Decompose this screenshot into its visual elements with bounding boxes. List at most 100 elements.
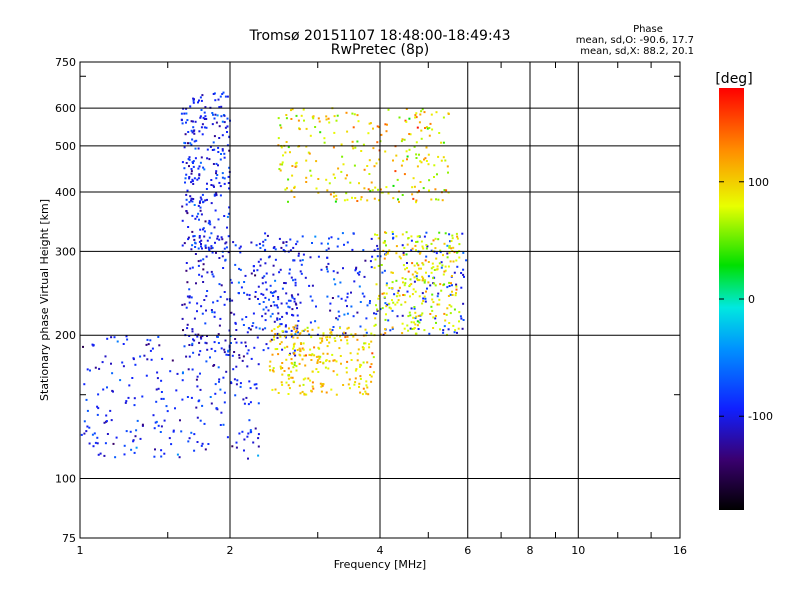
data-point: [203, 230, 206, 233]
data-point: [422, 277, 425, 280]
data-point: [416, 240, 419, 243]
data-point: [349, 181, 352, 184]
data-point: [222, 91, 225, 94]
data-point: [309, 134, 312, 137]
data-point: [420, 267, 422, 270]
data-point: [149, 339, 152, 342]
data-point: [274, 388, 277, 391]
data-point: [418, 321, 421, 324]
data-point: [129, 430, 132, 433]
data-point: [280, 367, 282, 370]
data-point: [282, 154, 284, 157]
data-point: [325, 265, 328, 268]
data-point: [285, 381, 288, 384]
data-point: [214, 209, 217, 212]
data-point: [365, 392, 368, 395]
data-point: [269, 284, 272, 287]
data-point: [329, 328, 332, 331]
data-point: [288, 272, 291, 275]
data-point: [155, 400, 158, 403]
data-point: [221, 238, 224, 241]
data-point: [285, 324, 287, 327]
data-point: [191, 342, 194, 345]
data-point: [252, 312, 255, 315]
data-point: [281, 161, 284, 164]
data-point: [309, 321, 312, 324]
data-point: [243, 281, 246, 283]
data-point: [243, 438, 246, 441]
data-point: [283, 346, 286, 349]
data-point: [85, 398, 88, 401]
data-point: [246, 435, 249, 438]
data-point: [359, 325, 362, 328]
data-point: [325, 115, 328, 118]
data-point: [206, 271, 209, 274]
data-point: [214, 392, 217, 395]
data-point: [190, 197, 193, 200]
data-point: [281, 163, 284, 166]
data-point: [205, 309, 207, 312]
data-point: [89, 369, 91, 372]
data-point: [431, 309, 434, 312]
data-point: [304, 276, 307, 279]
data-point: [439, 249, 442, 252]
data-point: [259, 264, 262, 267]
data-point: [424, 259, 427, 262]
data-point: [384, 123, 387, 126]
data-point: [86, 368, 89, 371]
data-point: [369, 374, 372, 376]
x-tick-label: 4: [377, 544, 384, 557]
data-point: [416, 272, 419, 275]
data-point: [189, 195, 192, 198]
data-point: [272, 273, 275, 276]
data-point: [354, 377, 357, 380]
data-point: [233, 313, 236, 316]
data-point: [332, 326, 335, 328]
data-point: [197, 264, 200, 267]
data-point: [300, 272, 303, 275]
data-point: [298, 362, 301, 365]
data-point: [413, 307, 416, 310]
data-point: [405, 120, 408, 123]
data-point: [416, 277, 419, 280]
data-point: [194, 120, 197, 123]
data-point: [268, 365, 271, 368]
data-point: [456, 237, 459, 240]
x-axis-ticks: 1 2 4 6 8 10 16: [77, 62, 687, 557]
data-point: [228, 206, 231, 209]
data-point: [185, 210, 188, 213]
data-point: [254, 274, 257, 277]
data-point: [183, 141, 186, 144]
data-point: [448, 233, 451, 236]
data-point: [299, 392, 302, 395]
data-point: [255, 326, 258, 329]
data-point: [460, 317, 463, 320]
data-point: [250, 357, 253, 360]
data-point: [340, 339, 343, 342]
data-point: [364, 328, 367, 331]
data-point: [272, 264, 275, 267]
data-point: [223, 121, 226, 124]
data-point: [421, 108, 424, 111]
data-point: [305, 393, 308, 396]
data-point: [218, 125, 221, 128]
data-point: [214, 241, 216, 244]
data-point: [404, 119, 407, 122]
data-point: [429, 313, 432, 315]
data-point: [447, 113, 450, 115]
data-point: [419, 318, 422, 321]
data-point: [227, 212, 230, 215]
data-point: [193, 433, 196, 436]
data-point: [305, 159, 308, 162]
data-point: [200, 156, 203, 159]
data-point: [176, 372, 179, 375]
data-point: [376, 125, 379, 128]
data-point: [422, 263, 425, 266]
data-point: [383, 257, 386, 260]
data-point: [180, 430, 183, 433]
chart-subtitle: RwPretec (8p): [331, 42, 429, 58]
data-point: [452, 260, 455, 263]
data-point: [419, 181, 422, 183]
data-point: [186, 212, 189, 215]
data-point: [370, 181, 373, 184]
